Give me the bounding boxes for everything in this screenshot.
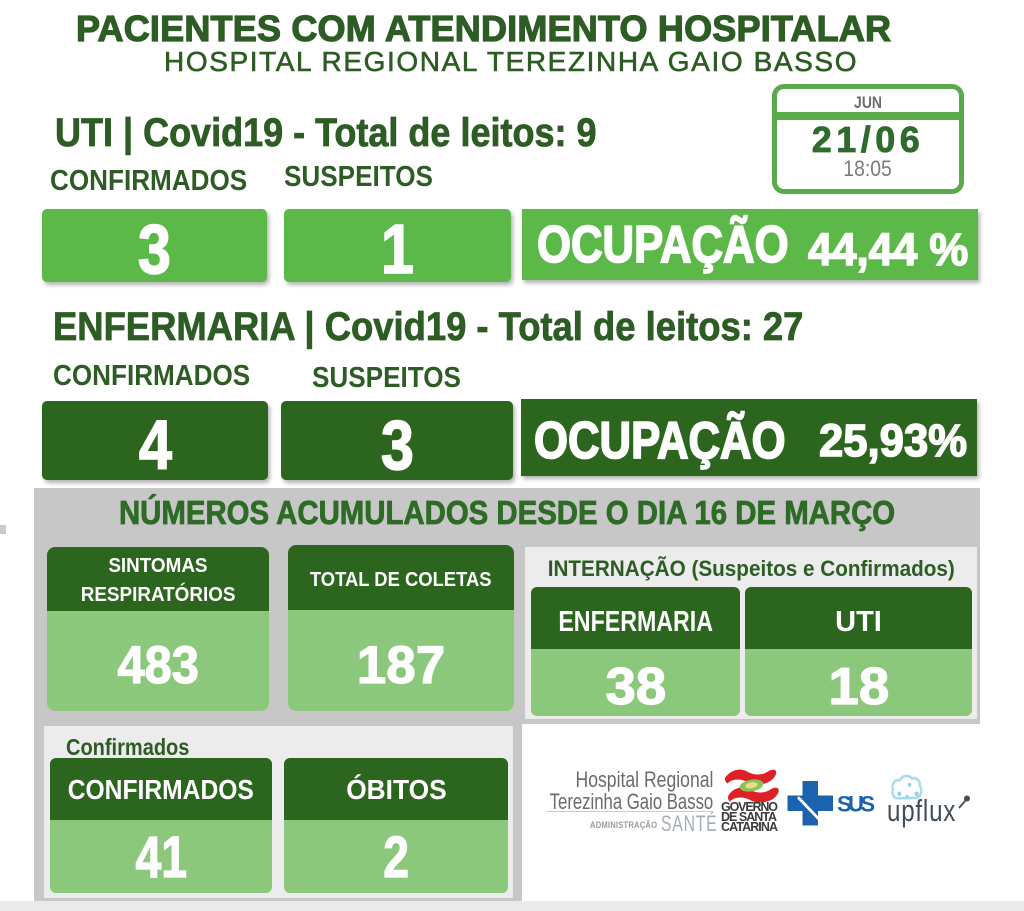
svg-text:upflux: upflux <box>887 793 956 828</box>
svg-text:CATARINA: CATARINA <box>721 820 778 833</box>
svg-text:GOVERNO: GOVERNO <box>721 800 778 814</box>
svg-text:DE SANTA: DE SANTA <box>721 810 777 824</box>
svg-text:SUS: SUS <box>837 792 875 817</box>
